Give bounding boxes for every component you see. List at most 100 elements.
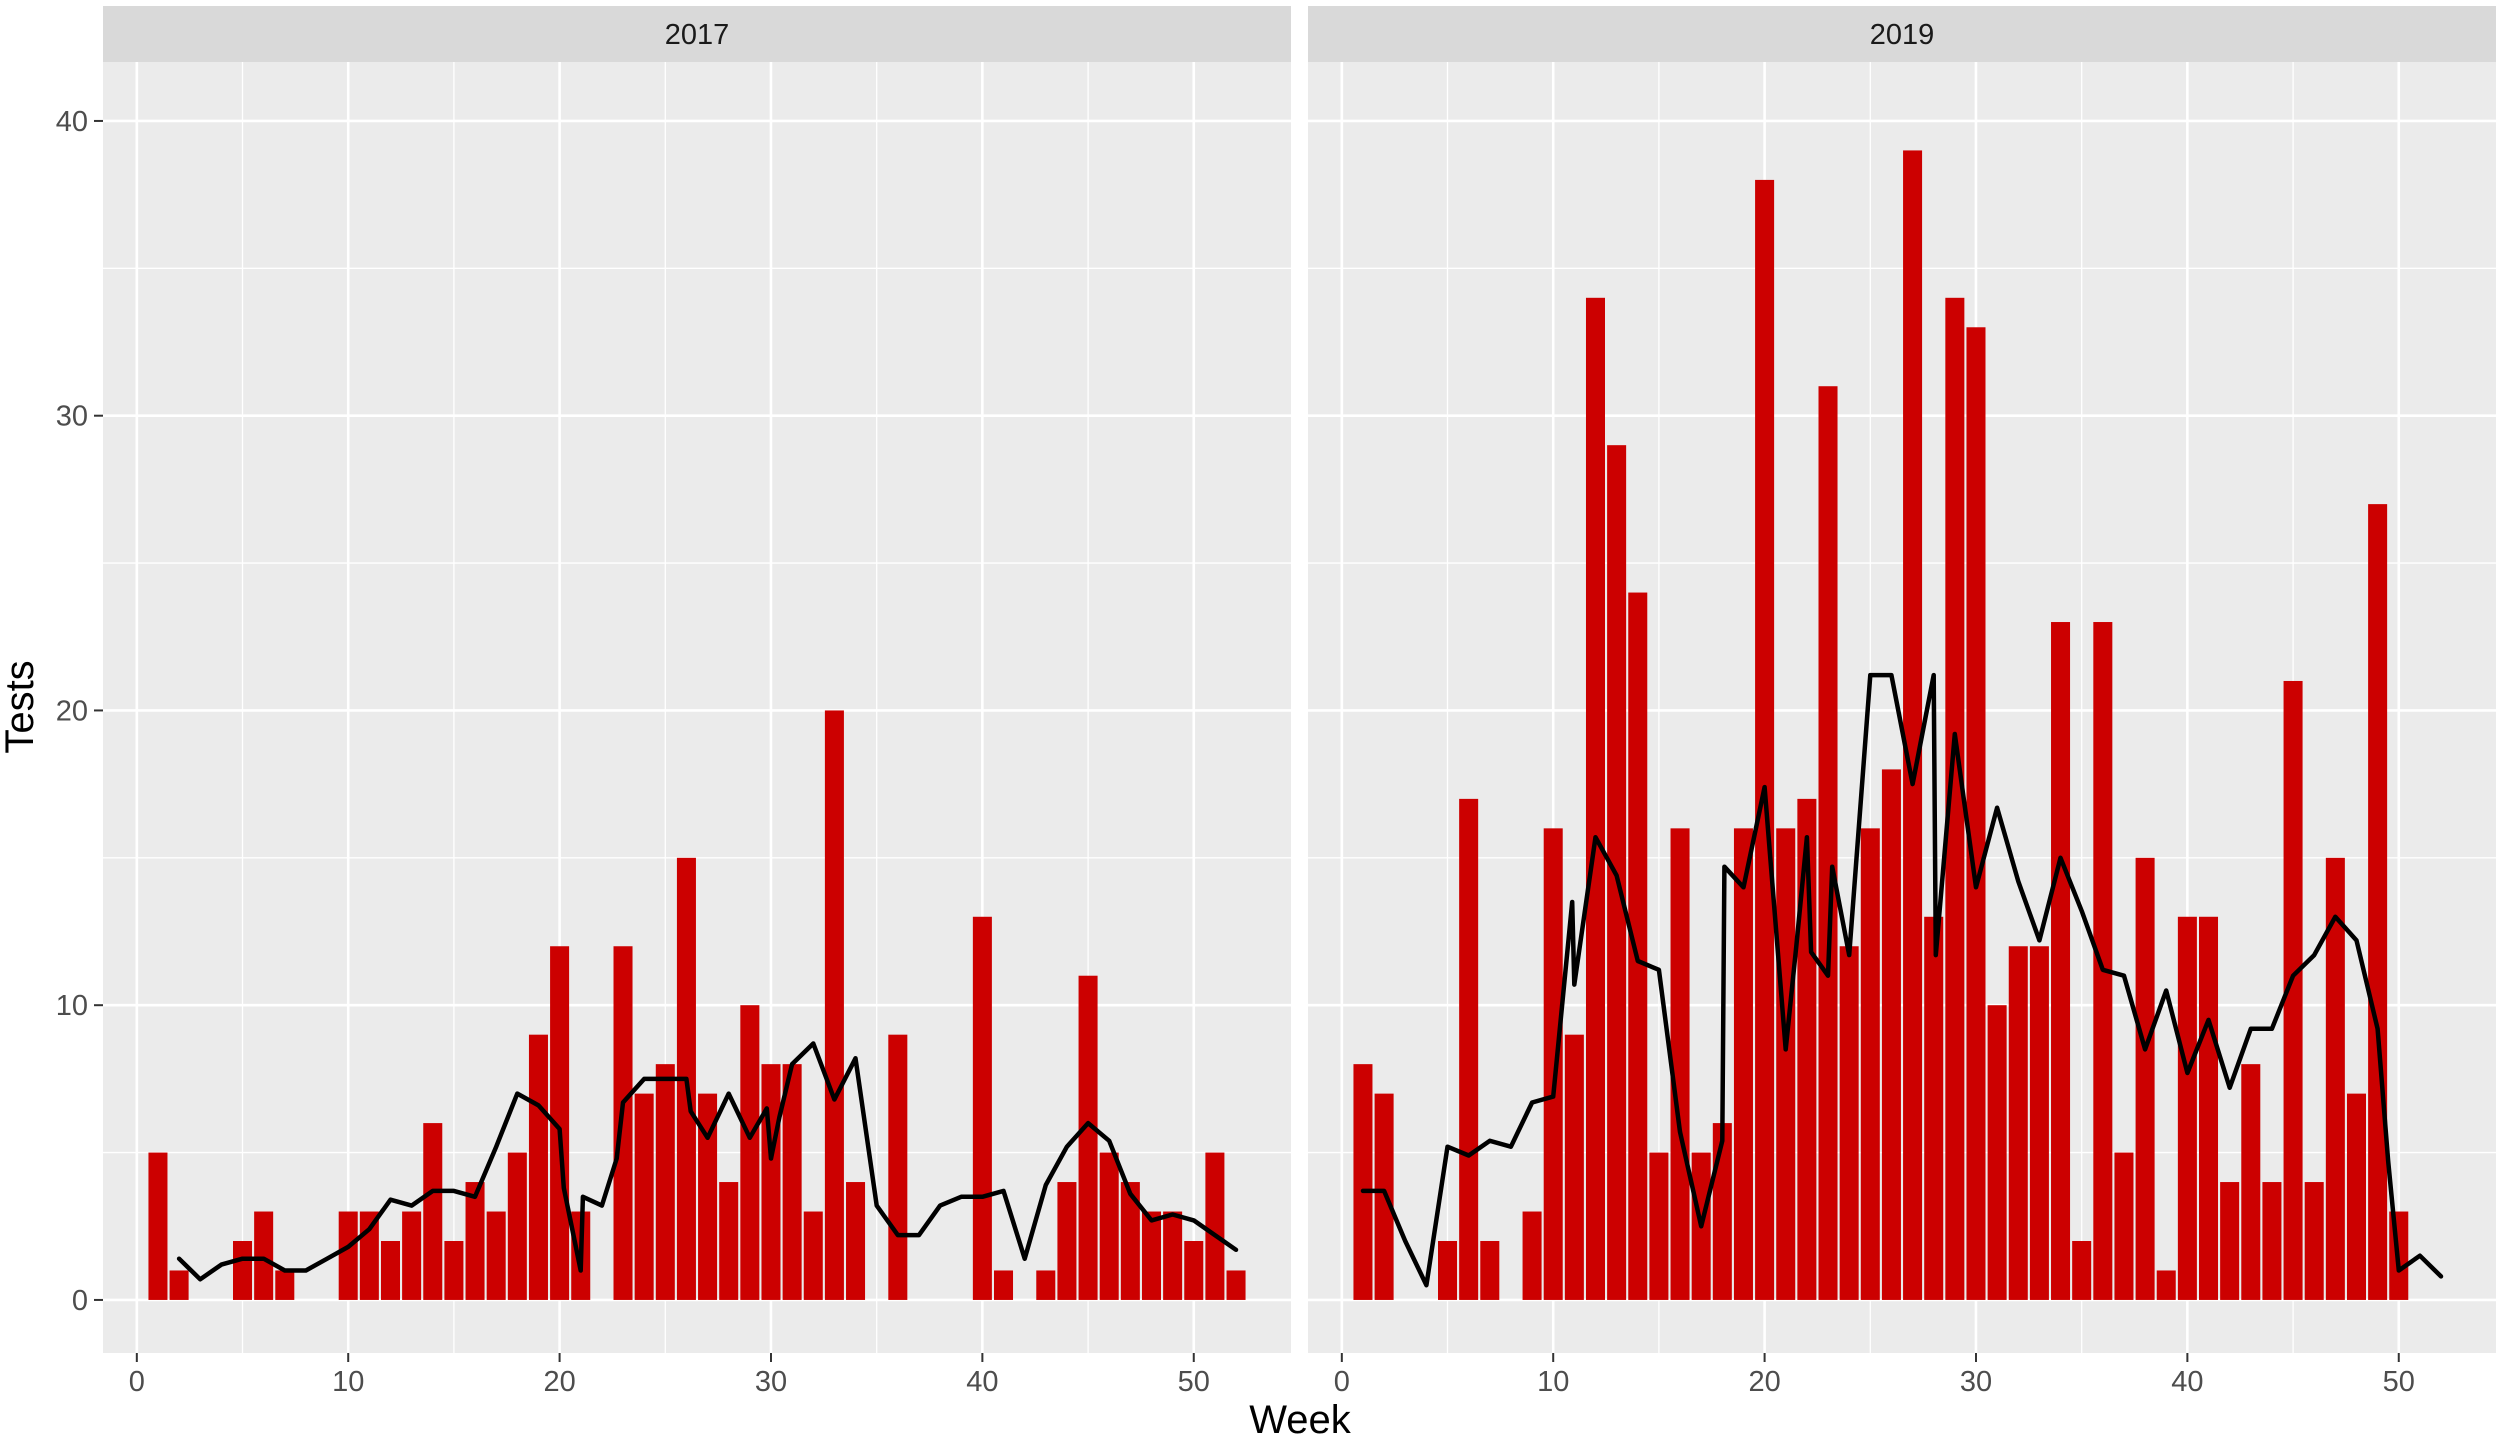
x-tick-label: 0 <box>129 1366 145 1398</box>
y-tick-label: 20 <box>56 695 88 727</box>
bar-week-40 <box>972 916 992 1300</box>
panel-background <box>1308 62 2496 1353</box>
bar-week-31 <box>782 1064 802 1300</box>
bar-week-21 <box>1776 828 1796 1300</box>
x-axis-title: Week <box>1249 1398 1352 1442</box>
bar-week-50 <box>1184 1240 1204 1300</box>
bar-week-25 <box>1860 828 1880 1300</box>
bar-week-15 <box>1649 1152 1669 1300</box>
bar-week-25 <box>655 1064 675 1300</box>
bar-week-20 <box>1755 179 1775 1300</box>
bar-week-19 <box>1733 828 1753 1300</box>
bar-week-33 <box>2029 946 2049 1300</box>
bar-week-30 <box>1966 327 1986 1300</box>
y-axis-title: Tests <box>0 660 42 753</box>
x-tick-label: 50 <box>1178 1366 1210 1398</box>
bar-week-2 <box>169 1270 189 1300</box>
bar-week-28 <box>1924 916 1944 1300</box>
bar-week-38 <box>2135 857 2155 1300</box>
bar-week-16 <box>1670 828 1690 1300</box>
bar-week-40 <box>2177 916 2197 1300</box>
bar-week-43 <box>1036 1270 1056 1300</box>
bar-week-34 <box>2051 622 2071 1300</box>
bar-week-47 <box>2325 857 2345 1300</box>
bar-week-5 <box>233 1240 253 1300</box>
bar-week-7 <box>275 1270 295 1300</box>
x-tick-label: 30 <box>1960 1366 1992 1398</box>
facet-strip-label: 2019 <box>1870 19 1935 51</box>
bar-week-12 <box>380 1240 400 1300</box>
facet-strip <box>1308 6 2496 62</box>
bar-week-35 <box>2072 1240 2092 1300</box>
x-tick-label: 0 <box>1334 1366 1350 1398</box>
bar-week-51 <box>1205 1152 1225 1300</box>
bar-week-28 <box>719 1182 739 1300</box>
bar-week-44 <box>1057 1182 1077 1300</box>
bar-week-36 <box>888 1034 908 1300</box>
y-tick-label: 0 <box>72 1285 88 1317</box>
bar-week-49 <box>2368 504 2388 1300</box>
bar-week-23 <box>1818 386 1838 1300</box>
y-tick-label: 30 <box>56 401 88 433</box>
bar-week-46 <box>2304 1182 2324 1300</box>
bar-week-26 <box>1881 769 1901 1300</box>
bar-week-2 <box>1374 1093 1394 1300</box>
bar-week-32 <box>2008 946 2028 1300</box>
trend-line <box>176 1041 1239 1282</box>
bar-week-29 <box>1945 297 1965 1300</box>
bar-week-20 <box>550 946 570 1300</box>
bar-week-18 <box>507 1152 527 1300</box>
bar-week-27 <box>698 1093 718 1300</box>
bar-week-23 <box>613 946 633 1300</box>
bar-week-48 <box>1141 1211 1161 1300</box>
bar-week-15 <box>444 1240 464 1300</box>
bar-week-19 <box>528 1034 548 1300</box>
bar-week-36 <box>2093 622 2113 1300</box>
trend-line <box>1360 672 2444 1288</box>
x-tick-label: 10 <box>332 1366 364 1398</box>
bar-week-52 <box>1226 1270 1246 1300</box>
x-tick-label: 30 <box>755 1366 787 1398</box>
bar-week-45 <box>2283 680 2303 1300</box>
bar-week-45 <box>1078 975 1098 1300</box>
bar-week-39 <box>2156 1270 2176 1300</box>
y-tick-label: 10 <box>56 990 88 1022</box>
bar-week-29 <box>740 1005 760 1300</box>
bar-week-33 <box>824 710 844 1300</box>
bar-week-13 <box>402 1211 422 1300</box>
x-tick-label: 40 <box>2171 1366 2203 1398</box>
bar-week-46 <box>1099 1152 1119 1300</box>
y-tick-label: 40 <box>56 106 88 138</box>
bar-week-41 <box>994 1270 1014 1300</box>
bar-week-1 <box>148 1152 168 1300</box>
bar-week-11 <box>359 1211 379 1300</box>
x-tick-label: 40 <box>966 1366 998 1398</box>
x-tick-label: 20 <box>1748 1366 1780 1398</box>
bar-week-24 <box>634 1093 654 1300</box>
bar-week-32 <box>803 1211 823 1300</box>
bar-week-42 <box>2220 1182 2240 1300</box>
facet-strip <box>103 6 1291 62</box>
panel-2019: 2019 0 10 20 30 40 50 <box>1308 6 2496 1398</box>
bar-week-10 <box>1543 828 1563 1300</box>
bar-week-43 <box>2241 1064 2261 1300</box>
bar-week-5 <box>1438 1240 1458 1300</box>
bar-week-17 <box>486 1211 506 1300</box>
bar-week-49 <box>1163 1211 1183 1300</box>
bar-week-44 <box>2262 1182 2282 1300</box>
bar-week-14 <box>1628 592 1648 1300</box>
x-tick-label: 50 <box>2383 1366 2415 1398</box>
bar-week-24 <box>1839 946 1859 1300</box>
bar-week-47 <box>1120 1182 1140 1300</box>
bar-week-12 <box>1585 297 1605 1300</box>
bar-week-41 <box>2199 916 2219 1300</box>
bar-week-30 <box>761 1064 781 1300</box>
bar-week-6 <box>1459 798 1479 1300</box>
bar-week-11 <box>1564 1034 1584 1300</box>
bar-week-6 <box>254 1211 274 1300</box>
bar-week-27 <box>1903 150 1923 1300</box>
bar-week-10 <box>338 1211 358 1300</box>
bar-week-1 <box>1353 1064 1373 1300</box>
panel-2017: 2017 0 10 20 30 40 50 0 10 20 30 40 <box>56 6 1291 1398</box>
bar-week-14 <box>423 1123 443 1300</box>
